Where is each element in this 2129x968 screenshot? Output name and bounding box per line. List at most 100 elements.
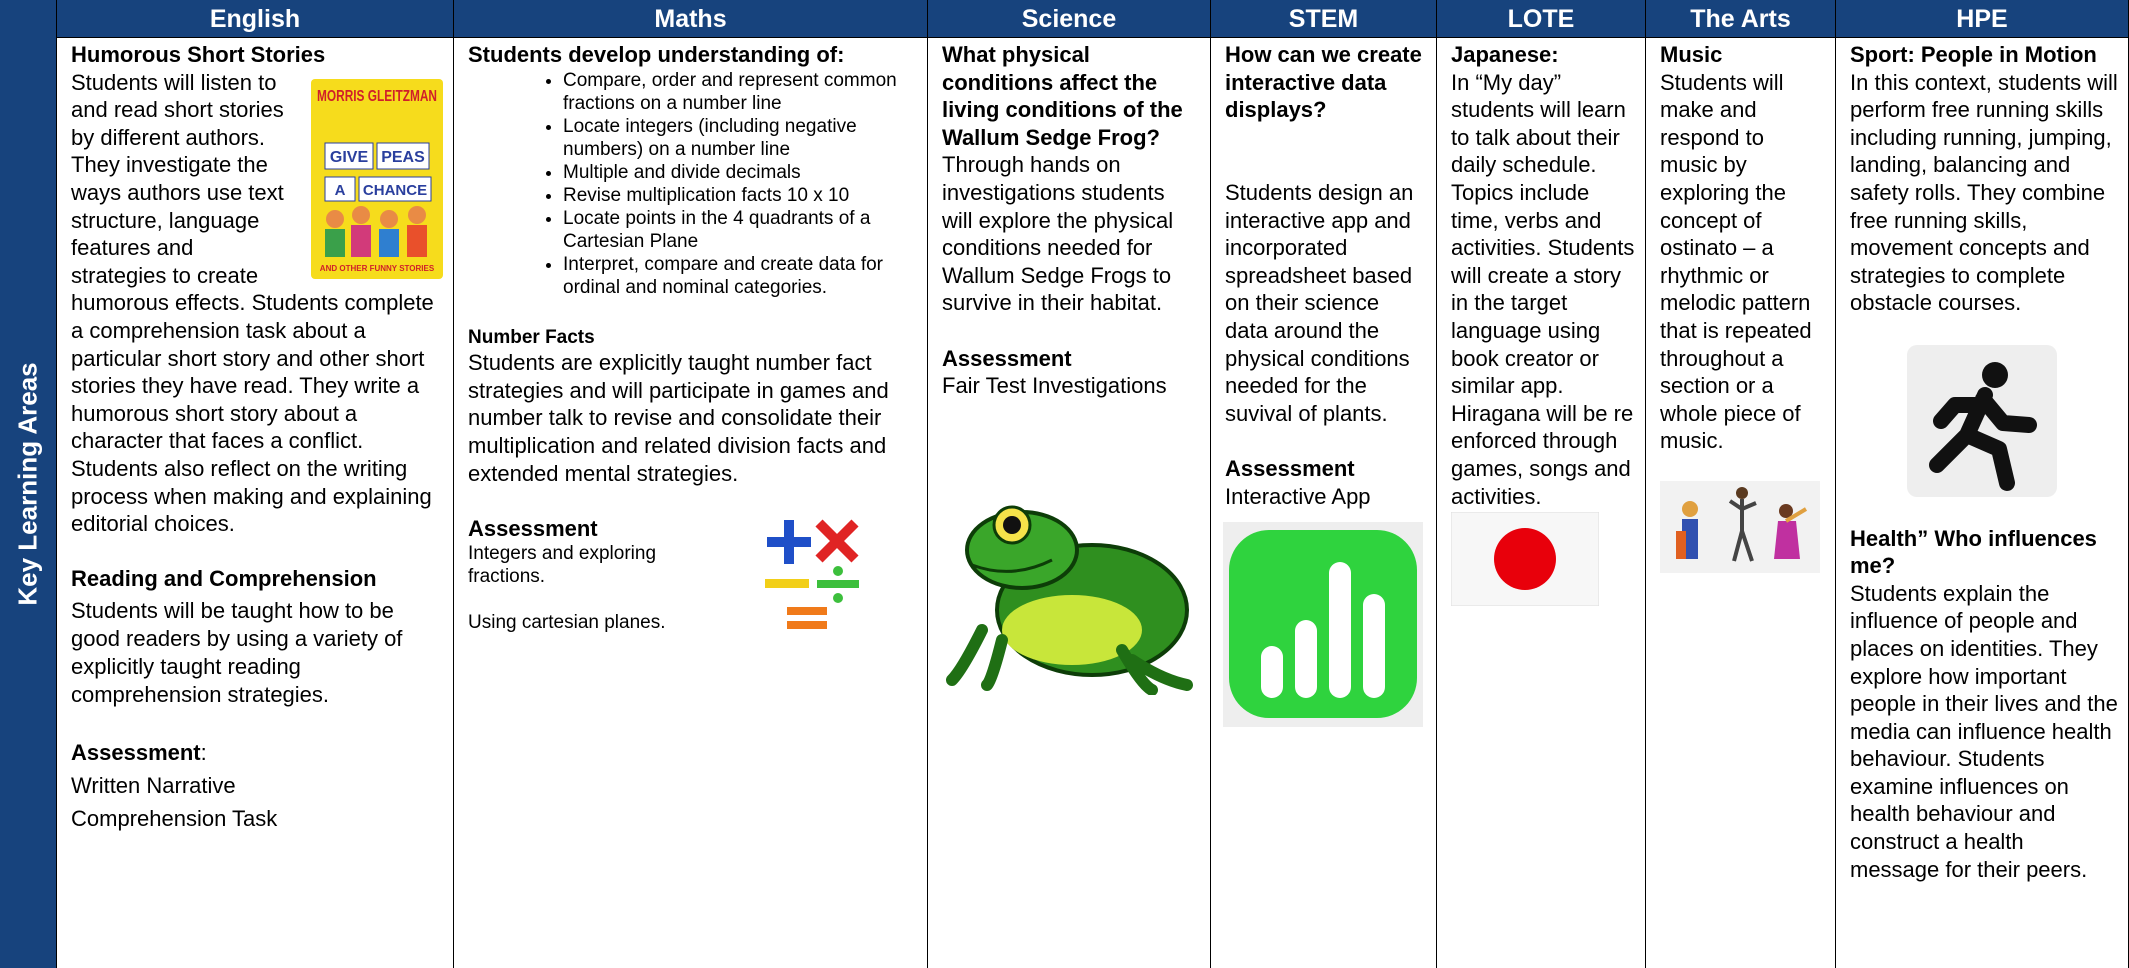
- assessment-heading: Assessment: [71, 740, 201, 766]
- dancers-image: [1660, 480, 1820, 573]
- section-heading: Music: [1660, 42, 1723, 67]
- shape: [946, 623, 1193, 695]
- shape: [1003, 515, 1021, 534]
- shape: [971, 558, 1053, 573]
- shape: [833, 592, 843, 603]
- section-heading: Reading and Comprehension: [71, 566, 377, 592]
- column-header: LOTE: [1437, 0, 1646, 38]
- book-tagline: AND OTHER FUNNY STORIES: [320, 264, 435, 273]
- shape: [326, 209, 344, 228]
- book-title: A: [335, 182, 346, 199]
- hpe-column: Sport: People in Motion In this context,…: [1836, 38, 2129, 968]
- shape: [784, 519, 794, 564]
- list-item: Revise multiplication facts 10 x 10: [563, 184, 917, 207]
- assessment-text: Interactive App: [1225, 483, 1371, 509]
- list-item: Interpret, compare and create data for o…: [563, 253, 917, 299]
- sign: [376, 142, 430, 170]
- assessment-heading: Assessment: [942, 345, 1072, 371]
- lote-column: Japanese: In “My day” students will lear…: [1437, 38, 1646, 968]
- shape: [380, 209, 398, 228]
- book-title: CHANCE: [363, 182, 427, 199]
- running-icon: [1907, 344, 2057, 497]
- section-text: Students will listen to and read short s…: [71, 69, 434, 537]
- numbers-app-icon: [1223, 522, 1423, 728]
- section-text: Students explain the influence of people…: [1850, 580, 2118, 882]
- column-header: The Arts: [1646, 0, 1836, 38]
- english-column: Humorous Short Stories MORRIS GLEITZMAN …: [57, 38, 454, 968]
- section-heading: Number Facts: [468, 327, 595, 349]
- shape: [1728, 498, 1757, 562]
- shape: [407, 224, 427, 257]
- side-bar: Key Learning Areas: [0, 0, 57, 968]
- assessment-item: Written Narrative: [71, 773, 236, 799]
- side-label: Key Learning Areas: [12, 362, 43, 606]
- book-author: MORRIS GLEITZMAN: [317, 88, 437, 105]
- assessment-text: Fair Test Investigations: [942, 373, 1167, 399]
- column-header: STEM: [1211, 0, 1437, 38]
- section-heading: Sport: People in Motion: [1850, 42, 2097, 67]
- math-symbols: [765, 519, 859, 629]
- japan-flag: [1451, 512, 1599, 607]
- shape: [1676, 530, 1686, 559]
- shape: [1229, 530, 1417, 719]
- column-header: Maths: [454, 0, 928, 38]
- section-heading: Health” Who influences me?: [1850, 525, 2097, 579]
- section-text: In “My day” students will learn to talk …: [1451, 69, 1635, 509]
- shape: [1295, 620, 1317, 699]
- assessment-heading: Assessment: [468, 515, 598, 541]
- shape: [833, 565, 843, 576]
- arts-column: Music Students will make and respond to …: [1646, 38, 1836, 968]
- section-text: Students will make and respond to music …: [1660, 69, 1812, 454]
- list-item: Locate points in the 4 quadrants of a Ca…: [563, 207, 917, 253]
- sign: [358, 176, 432, 202]
- shape: [1682, 500, 1698, 517]
- sign: [324, 176, 356, 202]
- shape: [408, 205, 426, 224]
- shape: [1261, 646, 1283, 699]
- section-text: Students design an interactive app and i…: [1225, 179, 1414, 426]
- book-title: GIVE: [330, 149, 369, 166]
- frog-image: [946, 505, 1193, 695]
- shape: [1494, 528, 1556, 591]
- shape: [1363, 594, 1385, 699]
- section-heading: Humorous Short Stories: [71, 42, 326, 67]
- section-heading: What physical conditions affect the livi…: [942, 42, 1183, 150]
- column-header: HPE: [1836, 0, 2129, 38]
- shape: [352, 205, 370, 224]
- book-cover: MORRIS GLEITZMAN GIVE PEAS A CHANCE AND …: [311, 78, 443, 279]
- sign: [324, 142, 374, 170]
- section-text: In this context, students will perform f…: [1850, 69, 2118, 316]
- shape: [1774, 520, 1800, 559]
- shape: [1929, 386, 2037, 491]
- science-column: What physical conditions affect the livi…: [928, 38, 1211, 968]
- shape: [1002, 594, 1142, 665]
- shape: [325, 228, 345, 257]
- section-text: Students are explicitly taught number fa…: [468, 350, 889, 486]
- shape: [1779, 503, 1793, 518]
- section-heading: How can we create interactive data displ…: [1225, 42, 1422, 123]
- column-header: English: [57, 0, 454, 38]
- stem-column: How can we create interactive data displ…: [1211, 38, 1437, 968]
- shape: [765, 578, 809, 588]
- assessment-colon: :: [200, 740, 207, 766]
- section-heading: Students develop understanding of:: [468, 42, 845, 67]
- shape: [1329, 562, 1351, 699]
- section-heading: Japanese:: [1451, 42, 1559, 67]
- maths-column: Students develop understanding of: Compa…: [454, 38, 928, 968]
- maths-list: Compare, order and represent common frac…: [468, 69, 917, 299]
- list-item: Multiple and divide decimals: [563, 161, 917, 184]
- shape: [815, 519, 859, 563]
- shape: [787, 620, 827, 629]
- assessment-heading: Assessment: [1225, 455, 1355, 481]
- section-text: Students will be taught how to be good r…: [71, 597, 403, 707]
- list-item: Compare, order and represent common frac…: [563, 69, 917, 115]
- column-header: Science: [928, 0, 1211, 38]
- section-text: Through hands on investigations students…: [942, 152, 1174, 316]
- assessment-item: Integers and exploring fractions.: [468, 543, 657, 588]
- shape: [1784, 507, 1808, 523]
- shape: [351, 224, 371, 257]
- shape: [379, 228, 399, 257]
- assessment-item: Comprehension Task: [71, 806, 278, 832]
- list-item: Locate integers (including negative numb…: [563, 115, 917, 161]
